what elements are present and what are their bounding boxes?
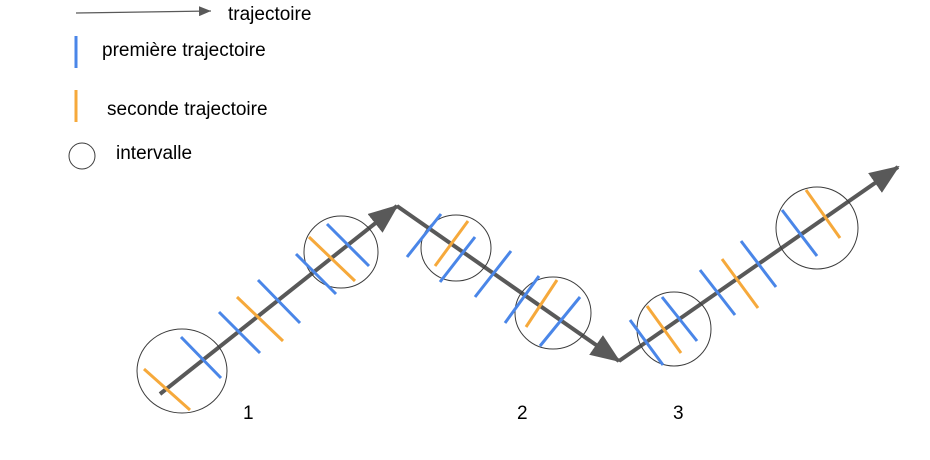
- legend-first-trajectory-label: première trajectoire: [102, 40, 266, 61]
- legend-circle-icon: [68, 142, 96, 170]
- second-trajectory-tick: [720, 258, 760, 309]
- second-trajectory-tick: [645, 305, 683, 354]
- interval-labels: 1 2 3: [243, 403, 684, 424]
- first-trajectory-tick: [538, 296, 582, 347]
- legend-item-trajectory: trajectoire: [75, 4, 311, 25]
- legend-item-second-trajectory: seconde trajectoire: [74, 90, 268, 122]
- legend-item-interval: intervalle: [68, 142, 192, 170]
- interval-circle: [303, 215, 379, 289]
- second-trajectory-tick: [433, 220, 470, 267]
- first-trajectory-tick: [739, 240, 778, 288]
- first-trajectory-tick: [217, 310, 262, 355]
- interval-label-1: 1: [243, 403, 254, 424]
- orange-ticks: [143, 189, 842, 412]
- legend-item-first-trajectory: première trajectoire: [74, 36, 266, 68]
- blue-ticks: [179, 209, 819, 380]
- first-trajectory-tick: [179, 335, 223, 380]
- trajectory-path: [158, 165, 900, 396]
- first-trajectory-tick: [780, 209, 819, 257]
- second-trajectory-tick: [235, 295, 285, 343]
- interval-circle: [420, 214, 492, 282]
- legend: trajectoire première trajectoire seconde…: [68, 4, 311, 170]
- interval-circle: [636, 291, 712, 367]
- interval-circle: [514, 276, 592, 350]
- second-trajectory-tick: [804, 189, 842, 239]
- interval-circle: [136, 328, 228, 414]
- first-trajectory-tick: [294, 252, 338, 296]
- first-trajectory-tick: [256, 278, 302, 325]
- legend-second-trajectory-label: seconde trajectoire: [107, 99, 268, 120]
- first-trajectory-tick: [503, 275, 541, 324]
- first-trajectory-tick: [628, 319, 665, 366]
- first-trajectory-tick: [325, 222, 371, 268]
- legend-arrow-icon: [75, 6, 212, 17]
- interval-label-3: 3: [673, 403, 684, 424]
- second-trajectory-tick: [143, 367, 191, 412]
- first-trajectory-tick: [660, 296, 699, 342]
- interval-circle: [775, 186, 859, 270]
- interval-label-2: 2: [517, 403, 528, 424]
- second-trajectory-tick: [307, 235, 357, 283]
- first-trajectory-tick: [473, 250, 513, 298]
- first-trajectory-tick: [698, 269, 737, 316]
- trajectory-segment-2: [395, 204, 621, 363]
- second-trajectory-tick: [524, 279, 559, 328]
- first-trajectory-tick: [438, 236, 477, 283]
- interval-circles: [136, 186, 859, 414]
- first-trajectory-tick: [405, 213, 443, 258]
- legend-trajectory-label: trajectoire: [228, 4, 311, 25]
- legend-interval-label: intervalle: [116, 143, 192, 164]
